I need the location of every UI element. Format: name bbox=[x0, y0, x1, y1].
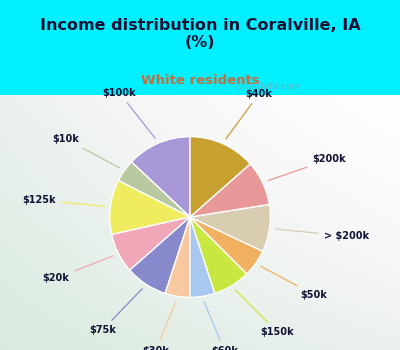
Text: $30k: $30k bbox=[142, 302, 176, 350]
Wedge shape bbox=[112, 217, 190, 270]
Text: $50k: $50k bbox=[261, 266, 328, 300]
Text: $20k: $20k bbox=[43, 256, 113, 284]
Text: $40k: $40k bbox=[226, 89, 272, 139]
Wedge shape bbox=[190, 164, 269, 217]
Text: $200k: $200k bbox=[268, 154, 346, 181]
Wedge shape bbox=[130, 217, 190, 293]
Wedge shape bbox=[110, 181, 190, 234]
Wedge shape bbox=[190, 217, 215, 298]
Wedge shape bbox=[190, 136, 250, 217]
Text: Income distribution in Coralville, IA
(%): Income distribution in Coralville, IA (%… bbox=[40, 18, 360, 50]
Text: City-Data.com: City-Data.com bbox=[230, 82, 300, 91]
Text: $75k: $75k bbox=[89, 289, 142, 335]
Text: $60k: $60k bbox=[204, 302, 238, 350]
Text: $150k: $150k bbox=[236, 290, 294, 337]
Wedge shape bbox=[118, 162, 190, 217]
Text: $10k: $10k bbox=[52, 134, 119, 168]
Wedge shape bbox=[190, 217, 247, 293]
Wedge shape bbox=[190, 217, 263, 274]
Text: $100k: $100k bbox=[103, 88, 155, 138]
Wedge shape bbox=[190, 204, 270, 251]
Wedge shape bbox=[132, 136, 190, 217]
Text: > $200k: > $200k bbox=[275, 229, 369, 241]
Text: $125k: $125k bbox=[22, 195, 104, 206]
Wedge shape bbox=[165, 217, 190, 298]
Text: White residents: White residents bbox=[141, 74, 259, 87]
